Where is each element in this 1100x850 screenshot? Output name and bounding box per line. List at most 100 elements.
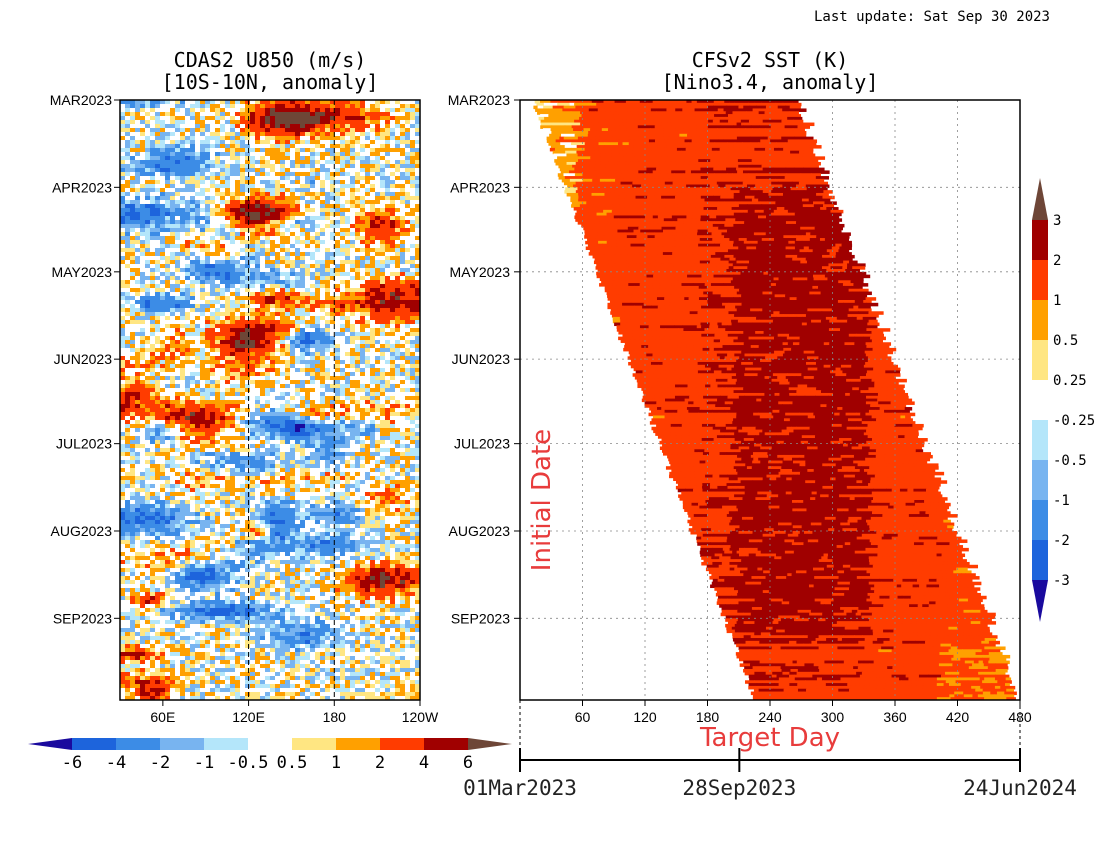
u850-cell bbox=[285, 304, 291, 309]
u850-cell bbox=[165, 340, 171, 345]
u850-cell bbox=[345, 320, 351, 325]
u850-cell bbox=[415, 268, 420, 273]
u850-cell bbox=[225, 364, 231, 369]
u850-cell bbox=[300, 416, 306, 421]
u850-cell bbox=[200, 408, 206, 413]
u850-cell bbox=[140, 364, 146, 369]
u850-cell bbox=[415, 320, 420, 325]
u850-cell bbox=[205, 368, 211, 373]
u850-cell bbox=[350, 104, 356, 109]
u850-cell bbox=[135, 108, 141, 113]
u850-cell bbox=[185, 292, 191, 297]
u850-cell bbox=[170, 416, 176, 421]
u850-cell bbox=[220, 316, 226, 321]
u850-cell bbox=[165, 352, 171, 357]
u850-cell bbox=[345, 220, 351, 225]
u850-cell bbox=[265, 280, 271, 285]
u850-cell bbox=[260, 336, 266, 341]
u850-cell bbox=[225, 376, 231, 381]
u850-cell bbox=[305, 364, 311, 369]
u850-cell bbox=[410, 356, 416, 361]
u850-cell bbox=[195, 104, 201, 109]
u850-cell bbox=[405, 300, 411, 305]
u850-cell bbox=[395, 308, 401, 313]
u850-cell bbox=[255, 292, 261, 297]
u850-cell bbox=[395, 416, 401, 421]
u850-cell bbox=[375, 116, 381, 121]
u850-cell bbox=[345, 272, 351, 277]
u850-cell bbox=[405, 372, 411, 377]
u850-cell bbox=[240, 164, 246, 169]
u850-cell bbox=[195, 280, 201, 285]
u850-cell bbox=[300, 116, 306, 121]
u850-cell bbox=[235, 248, 241, 253]
u850-cell bbox=[175, 356, 181, 361]
u850-cell bbox=[165, 120, 171, 125]
u850-cell bbox=[325, 356, 331, 361]
u850-cell bbox=[325, 180, 331, 185]
u850-cell bbox=[340, 396, 346, 401]
u850-cell bbox=[345, 300, 351, 305]
u850-cell bbox=[230, 324, 236, 329]
u850-cell bbox=[365, 372, 371, 377]
u850-cell bbox=[305, 148, 311, 153]
u850-cell bbox=[130, 304, 136, 309]
u850-cell bbox=[155, 352, 161, 357]
u850-cell bbox=[170, 316, 176, 321]
u850-cell bbox=[320, 344, 326, 349]
u850-cell bbox=[375, 244, 381, 249]
u850-cell bbox=[300, 272, 306, 277]
u850-cell bbox=[130, 192, 136, 197]
u850-cell bbox=[155, 108, 161, 113]
u850-cell bbox=[250, 284, 256, 289]
u850-cell bbox=[225, 404, 231, 409]
u850-cell bbox=[415, 272, 420, 277]
u850-cell bbox=[295, 412, 301, 417]
u850-cell bbox=[290, 108, 296, 113]
u850-cell bbox=[190, 380, 196, 385]
u850-cell bbox=[385, 136, 391, 141]
u850-cell bbox=[375, 408, 381, 413]
u850-cell bbox=[135, 364, 141, 369]
u850-cell bbox=[225, 100, 231, 105]
u850-cell bbox=[280, 100, 286, 105]
u850-cell bbox=[395, 284, 401, 289]
u850-cell bbox=[265, 380, 271, 385]
u850-cell bbox=[165, 148, 171, 153]
u850-cell bbox=[410, 168, 416, 173]
u850-cell bbox=[125, 128, 131, 133]
u850-cell bbox=[190, 368, 196, 373]
u850-cell bbox=[135, 104, 141, 109]
u850-cell bbox=[275, 212, 281, 217]
u850-cell bbox=[135, 308, 141, 313]
u850-cell bbox=[415, 304, 420, 309]
u850-cell bbox=[295, 400, 301, 405]
u850-cell bbox=[230, 144, 236, 149]
u850-cell bbox=[185, 404, 191, 409]
u850-cell bbox=[325, 128, 331, 133]
u850-cell bbox=[160, 380, 166, 385]
u850-cell bbox=[295, 220, 301, 225]
u850-cell bbox=[265, 116, 271, 121]
u850-cell bbox=[350, 356, 356, 361]
u850-cell bbox=[310, 324, 316, 329]
u850-cell bbox=[305, 156, 311, 161]
u850-cell bbox=[310, 128, 316, 133]
u850-cell bbox=[230, 320, 236, 325]
u850-cell bbox=[255, 116, 261, 121]
u850-cell bbox=[255, 304, 261, 309]
u850-cell bbox=[245, 164, 251, 169]
u850-cell bbox=[180, 168, 186, 173]
u850-cell bbox=[280, 224, 286, 229]
u850-cell bbox=[240, 408, 246, 413]
u850-cell bbox=[335, 156, 341, 161]
u850-cell bbox=[310, 180, 316, 185]
u850-cell bbox=[190, 196, 196, 201]
u850-cell bbox=[290, 160, 296, 165]
u850-cell bbox=[350, 120, 356, 125]
u850-cell bbox=[255, 416, 261, 421]
u850-cell bbox=[245, 220, 251, 225]
u850-cell bbox=[150, 112, 156, 117]
u850-cell bbox=[170, 112, 176, 117]
u850-cell bbox=[380, 136, 386, 141]
